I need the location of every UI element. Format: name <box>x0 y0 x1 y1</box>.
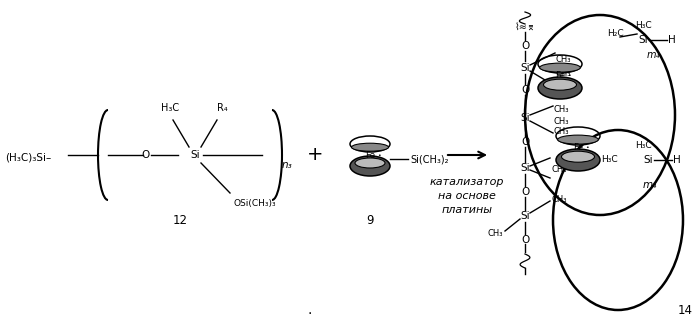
Ellipse shape <box>558 135 598 144</box>
Text: катализатор: катализатор <box>430 177 504 187</box>
Text: CH₃: CH₃ <box>555 56 570 64</box>
Text: Si: Si <box>520 113 530 123</box>
Text: платины: платины <box>442 205 493 215</box>
Text: H₃C: H₃C <box>161 103 179 113</box>
Text: на основе: на основе <box>438 191 496 201</box>
Text: Si: Si <box>643 155 653 165</box>
Text: CH₃: CH₃ <box>555 68 570 78</box>
Text: OSi(CH₃)₃: OSi(CH₃)₃ <box>233 199 276 208</box>
Text: m₄: m₄ <box>646 50 659 60</box>
Text: •: • <box>567 73 571 79</box>
Text: H₂C: H₂C <box>607 29 623 38</box>
Text: H: H <box>668 35 676 45</box>
Ellipse shape <box>556 149 600 171</box>
Text: O: O <box>521 235 529 245</box>
Text: Fe: Fe <box>555 71 565 81</box>
Ellipse shape <box>538 77 582 99</box>
Text: 9: 9 <box>366 214 374 226</box>
Text: CH₃: CH₃ <box>552 194 568 204</box>
Text: •: • <box>377 153 381 158</box>
Text: Fe: Fe <box>365 150 375 160</box>
Text: CH₃: CH₃ <box>553 128 568 137</box>
Text: CH₃: CH₃ <box>553 106 568 114</box>
Text: H₃C: H₃C <box>601 156 618 164</box>
Ellipse shape <box>540 63 580 72</box>
Ellipse shape <box>543 79 577 90</box>
Text: Si: Si <box>520 63 530 73</box>
Text: CH₃: CH₃ <box>553 116 568 125</box>
Ellipse shape <box>355 158 385 168</box>
Ellipse shape <box>351 143 388 151</box>
Ellipse shape <box>561 151 594 162</box>
Text: O: O <box>521 137 529 147</box>
Text: .: . <box>308 303 312 317</box>
Text: ⌇≈⌆: ⌇≈⌆ <box>514 23 536 33</box>
Text: Si: Si <box>520 163 530 173</box>
Text: Si: Si <box>638 35 648 45</box>
Text: R₄: R₄ <box>216 103 228 113</box>
Text: CH₃: CH₃ <box>551 165 566 174</box>
Text: Si: Si <box>520 211 530 221</box>
Text: H₃C: H₃C <box>635 140 652 149</box>
Text: •: • <box>585 145 589 150</box>
Text: (H₃C)₃Si–: (H₃C)₃Si– <box>5 152 51 162</box>
Text: m₄: m₄ <box>643 180 657 190</box>
Text: Fe: Fe <box>573 143 583 153</box>
Text: O: O <box>521 41 529 51</box>
Text: O: O <box>521 85 529 95</box>
Text: CH₃: CH₃ <box>487 229 503 238</box>
Ellipse shape <box>350 156 390 176</box>
Text: H₃C: H₃C <box>635 20 652 30</box>
Text: 14: 14 <box>678 303 692 316</box>
Text: O: O <box>521 187 529 197</box>
Text: Si(CH₃)₂: Si(CH₃)₂ <box>410 154 449 164</box>
Text: +: + <box>307 145 323 164</box>
Text: 12: 12 <box>172 214 188 226</box>
Text: n₃: n₃ <box>282 160 293 170</box>
Text: O: O <box>141 150 149 160</box>
Text: H: H <box>673 155 680 165</box>
Text: Si: Si <box>190 150 199 160</box>
